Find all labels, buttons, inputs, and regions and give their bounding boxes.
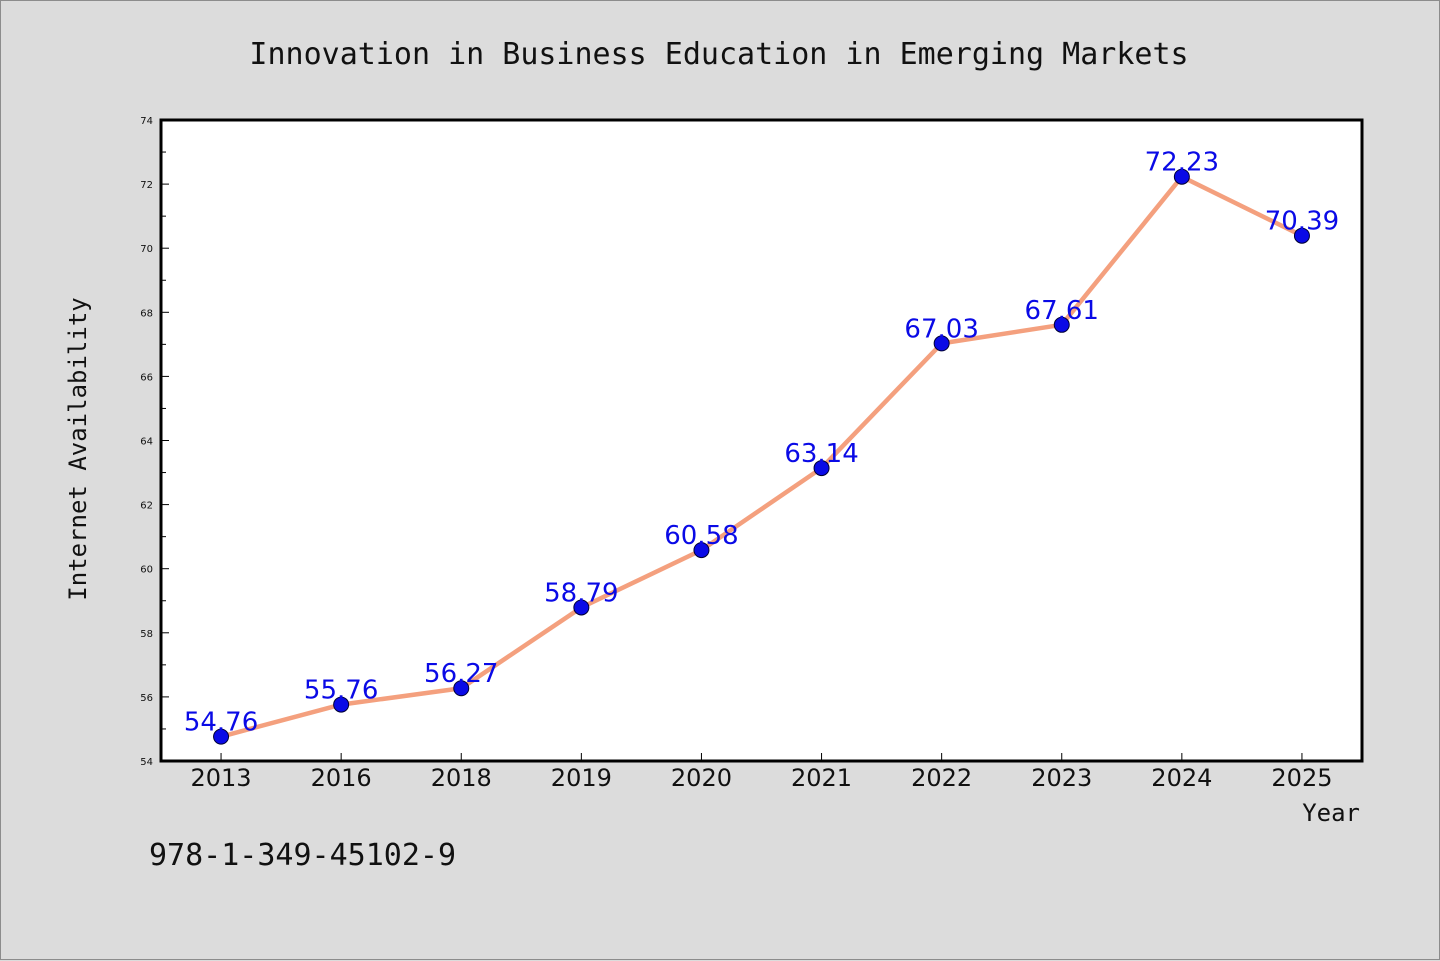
chart-title: Innovation in Business Education in Emer… bbox=[249, 37, 1188, 72]
data-point bbox=[1173, 168, 1190, 185]
data-label: 67.03 bbox=[904, 314, 978, 344]
data-point bbox=[1053, 316, 1070, 333]
plot-area bbox=[159, 118, 1364, 763]
data-label: 56.27 bbox=[424, 659, 498, 689]
data-point bbox=[1293, 227, 1310, 244]
x-tick-label: 2020 bbox=[671, 764, 732, 792]
data-point bbox=[333, 696, 350, 713]
data-label: 60.58 bbox=[664, 521, 738, 551]
x-tick-label: 2016 bbox=[311, 764, 372, 792]
isbn-annotation: 978-1-349-45102-9 bbox=[149, 838, 456, 873]
data-label: 54.76 bbox=[184, 708, 258, 738]
data-point bbox=[453, 680, 470, 697]
y-axis: 54 56 58 60 62 64 66 68 70 72 74 bbox=[140, 116, 169, 768]
x-tick-label: 2025 bbox=[1271, 764, 1332, 792]
data-label: 58.79 bbox=[544, 578, 618, 608]
y-tick-label: 58 bbox=[140, 629, 153, 640]
y-tick-label: 72 bbox=[140, 180, 153, 191]
x-axis: 2013 2016 2018 2019 2020 2021 2022 2023 2024 2025 bbox=[191, 753, 1332, 792]
x-tick-label: 2021 bbox=[791, 764, 852, 792]
y-tick-label: 64 bbox=[140, 437, 153, 448]
series-line bbox=[218, 174, 1305, 739]
data-point bbox=[213, 728, 230, 745]
data-label: 67.61 bbox=[1025, 296, 1099, 326]
data-label: 72.23 bbox=[1145, 148, 1219, 178]
y-tick-label: 74 bbox=[140, 116, 153, 127]
data-point bbox=[813, 460, 830, 477]
x-axis-title: Year bbox=[1302, 799, 1360, 827]
y-tick-label: 60 bbox=[140, 565, 153, 576]
x-tick-label: 2018 bbox=[431, 764, 492, 792]
y-tick-label: 62 bbox=[140, 501, 153, 512]
x-tick-label: 2023 bbox=[1031, 764, 1092, 792]
data-label: 55.76 bbox=[304, 676, 378, 706]
y-tick-label: 54 bbox=[140, 757, 153, 768]
x-tick-label: 2013 bbox=[191, 764, 252, 792]
y-tick-label: 56 bbox=[140, 693, 153, 704]
data-point bbox=[573, 599, 590, 616]
x-tick-label: 2024 bbox=[1151, 764, 1212, 792]
y-tick-label: 70 bbox=[140, 244, 153, 255]
y-axis-title: Internet Availability bbox=[64, 297, 92, 600]
data-point bbox=[693, 542, 710, 559]
series-layer: 54.76 55.76 56.27 58.79 60.58 63.14 67.03 67.61… bbox=[184, 148, 1339, 745]
x-tick-label: 2022 bbox=[911, 764, 972, 792]
y-tick-label: 68 bbox=[140, 308, 153, 319]
data-label: 63.14 bbox=[784, 439, 858, 469]
data-label: 70.39 bbox=[1265, 207, 1339, 237]
x-tick-label: 2019 bbox=[551, 764, 612, 792]
y-tick-label: 66 bbox=[140, 372, 153, 383]
data-point bbox=[933, 335, 950, 352]
